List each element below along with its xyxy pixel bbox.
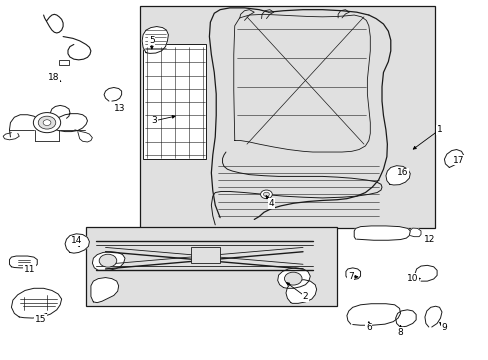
Polygon shape (277, 268, 310, 288)
FancyBboxPatch shape (140, 6, 434, 228)
Ellipse shape (284, 272, 302, 285)
Polygon shape (395, 310, 415, 327)
FancyBboxPatch shape (86, 226, 336, 306)
Text: 10: 10 (406, 274, 418, 283)
Ellipse shape (38, 116, 56, 129)
Polygon shape (414, 265, 436, 281)
Polygon shape (424, 306, 441, 327)
Text: 2: 2 (302, 292, 307, 301)
Polygon shape (409, 228, 420, 237)
FancyBboxPatch shape (143, 44, 206, 159)
Text: 11: 11 (24, 265, 36, 274)
Text: 8: 8 (397, 328, 403, 337)
Polygon shape (92, 252, 125, 270)
Polygon shape (91, 278, 119, 303)
Ellipse shape (43, 120, 51, 126)
Text: 4: 4 (268, 199, 274, 208)
Text: 9: 9 (441, 323, 447, 332)
Polygon shape (104, 87, 122, 101)
Polygon shape (142, 27, 168, 53)
Text: 16: 16 (396, 168, 408, 177)
Text: 6: 6 (365, 323, 371, 332)
Text: 7: 7 (347, 272, 353, 281)
Polygon shape (9, 256, 37, 268)
Polygon shape (346, 304, 400, 325)
Text: 13: 13 (114, 104, 125, 113)
Text: 12: 12 (423, 235, 435, 244)
Text: 17: 17 (452, 156, 464, 165)
Polygon shape (9, 105, 87, 137)
Text: 5: 5 (149, 36, 154, 45)
Text: 18: 18 (47, 73, 59, 82)
Polygon shape (345, 268, 360, 280)
Text: 3: 3 (151, 116, 157, 125)
Polygon shape (65, 234, 89, 253)
FancyBboxPatch shape (190, 247, 220, 263)
Polygon shape (353, 226, 409, 240)
Text: 14: 14 (70, 237, 82, 246)
Polygon shape (385, 166, 409, 185)
Ellipse shape (99, 254, 117, 267)
Polygon shape (444, 149, 463, 167)
Ellipse shape (33, 113, 61, 133)
Ellipse shape (260, 190, 272, 199)
Ellipse shape (263, 192, 269, 197)
Polygon shape (11, 288, 61, 318)
Polygon shape (3, 133, 19, 140)
Polygon shape (285, 280, 316, 303)
FancyBboxPatch shape (59, 60, 69, 65)
Text: 1: 1 (436, 125, 442, 134)
Text: 15: 15 (35, 315, 46, 324)
